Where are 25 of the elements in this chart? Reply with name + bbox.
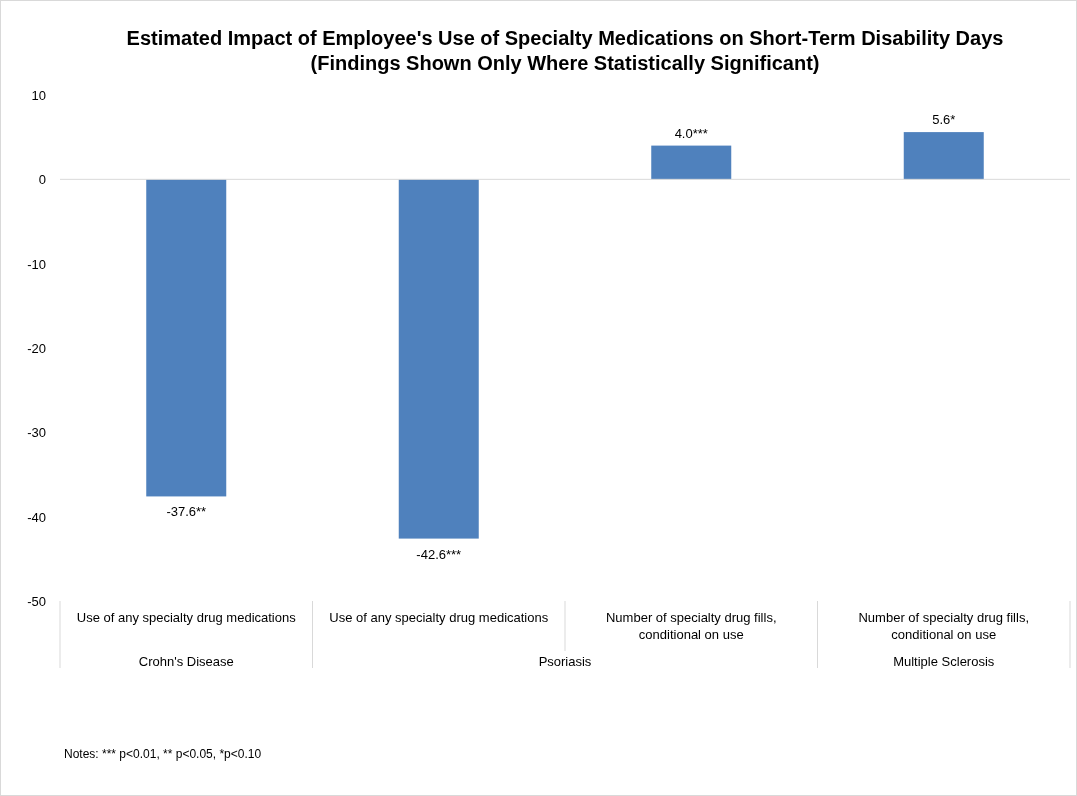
chart-title: Estimated Impact of Employee's Use of Specialty Medications on Short-Term Disability Days bbox=[126, 27, 1004, 49]
x-tick-label: Use of any specialty drug medications bbox=[76, 610, 297, 625]
y-tick-label: -30 bbox=[27, 425, 46, 441]
y-tick-label: -10 bbox=[27, 256, 46, 272]
data-label: 5.6* bbox=[932, 112, 956, 128]
y-tick-label: 10 bbox=[31, 88, 46, 103]
y-tick-label: -50 bbox=[27, 594, 46, 609]
x-tick-label: Number of specialty drug fills, conditional on use bbox=[605, 610, 777, 642]
x-tick-label: Use of any specialty drug medications bbox=[329, 610, 549, 625]
data-label: 4.0*** bbox=[674, 125, 708, 141]
bar bbox=[146, 179, 227, 497]
text: Notes: *** p<0.01, ** p<0.05, *p<0.10 bbox=[64, 747, 262, 761]
y-tick-label: -20 bbox=[27, 341, 46, 356]
data-label: -37.6** bbox=[166, 504, 207, 520]
chart-subtitle: (Findings Shown Only Where Statistically Significant) bbox=[310, 52, 820, 74]
y-tick-label: -40 bbox=[27, 509, 46, 525]
data-label: -42.6*** bbox=[416, 546, 462, 562]
bar bbox=[398, 179, 479, 539]
text: Psoriasis bbox=[538, 654, 592, 669]
bar bbox=[903, 132, 984, 180]
text: Multiple Sclerosis bbox=[893, 654, 995, 669]
bar bbox=[651, 145, 732, 180]
y-tick-label: 0 bbox=[38, 172, 46, 188]
x-tick-label: Number of specialty drug fills, conditional on use bbox=[858, 610, 1030, 642]
text: Crohn's Disease bbox=[138, 654, 234, 669]
